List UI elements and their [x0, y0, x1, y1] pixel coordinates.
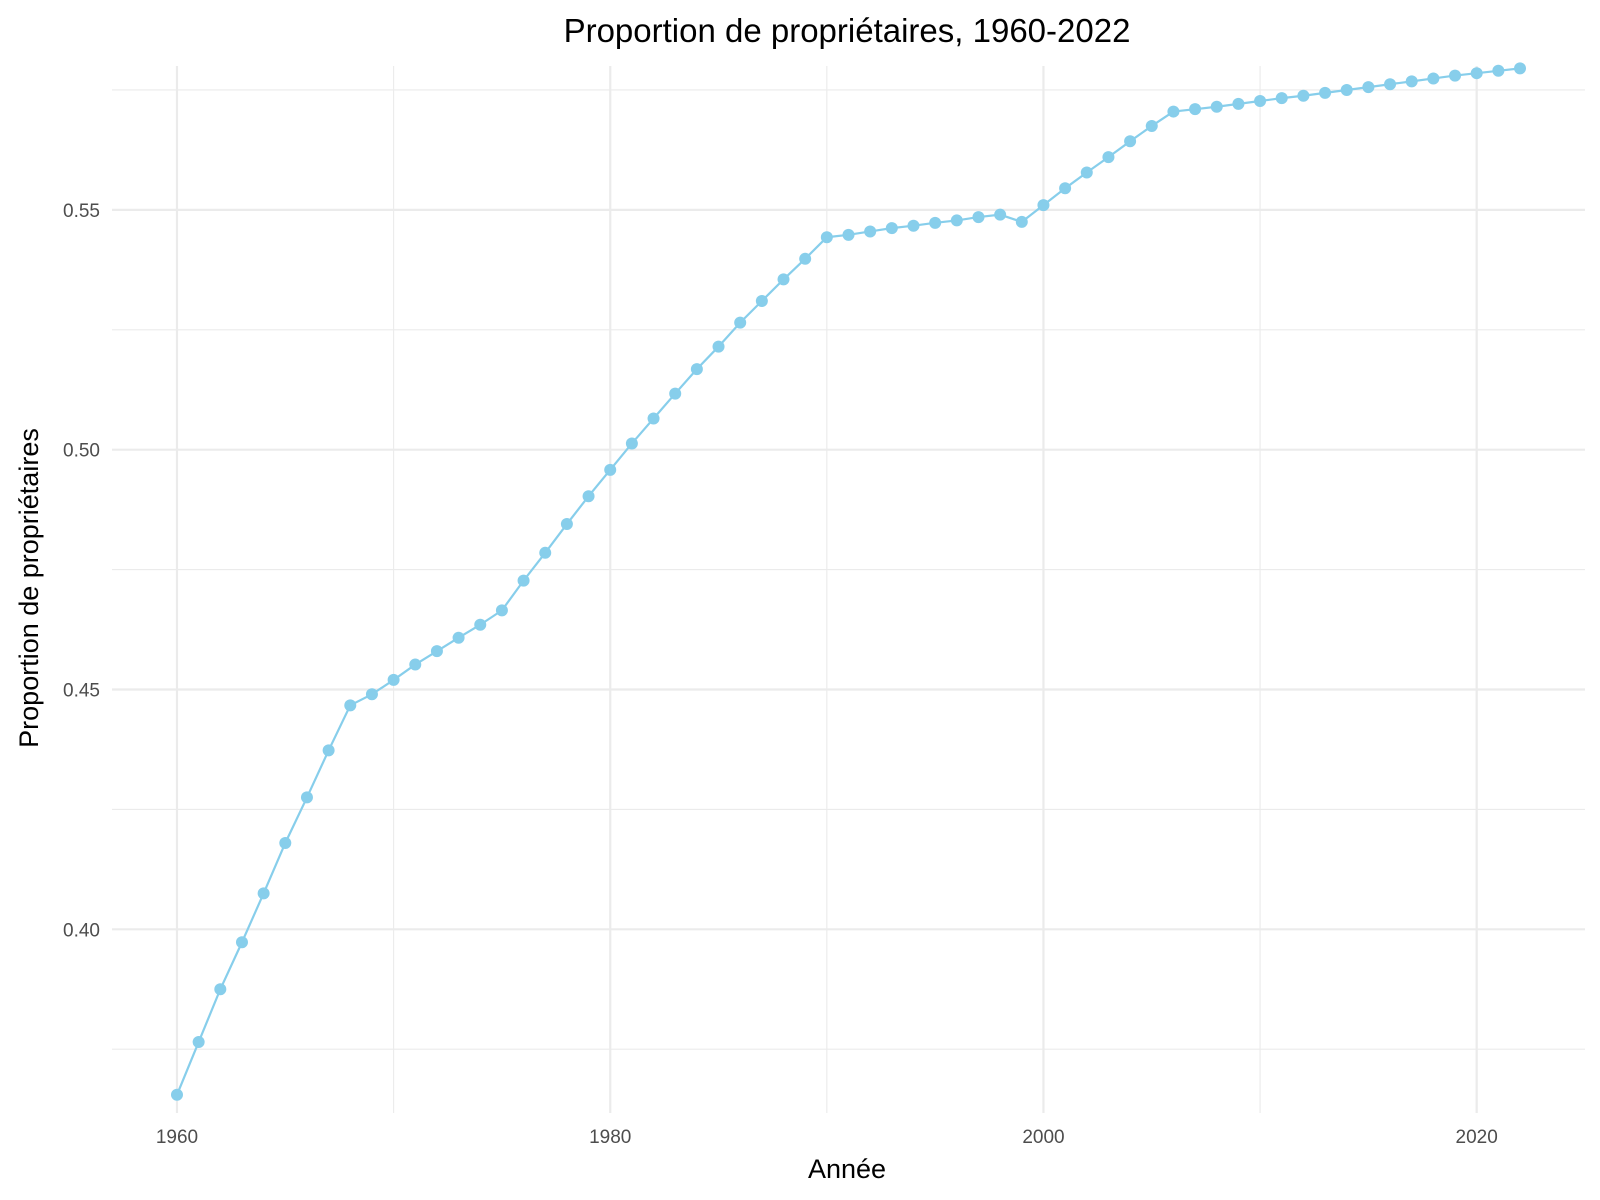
data-point — [170, 1088, 183, 1101]
data-point — [235, 936, 248, 949]
x-tick-label: 2020 — [1456, 1127, 1498, 1148]
y-tick-label: 0.50 — [63, 441, 100, 462]
data-point — [1362, 81, 1375, 94]
data-point — [300, 791, 313, 804]
data-point — [1427, 72, 1440, 85]
data-point — [1297, 89, 1310, 102]
data-point — [1080, 166, 1093, 179]
data-point — [929, 216, 942, 229]
data-point — [1145, 119, 1158, 132]
data-point — [1037, 199, 1050, 212]
data-point — [192, 1036, 205, 1049]
data-point — [344, 699, 357, 712]
data-point — [820, 231, 833, 244]
x-tick-label: 2000 — [1022, 1127, 1064, 1148]
data-point — [1232, 97, 1245, 110]
data-point — [755, 295, 768, 308]
data-point — [712, 340, 725, 353]
data-point — [539, 546, 552, 559]
data-point — [625, 437, 638, 450]
data-point — [214, 983, 227, 996]
data-point — [950, 214, 963, 227]
data-point — [1492, 64, 1505, 77]
data-point — [365, 688, 378, 701]
data-point — [1254, 95, 1267, 108]
data-point — [777, 273, 790, 286]
y-axis-ticks: 0.40 0.45 0.50 0.55 — [63, 201, 100, 941]
data-point — [582, 490, 595, 503]
data-point — [387, 673, 400, 686]
y-tick-label: 0.40 — [63, 920, 100, 941]
data-point — [1102, 151, 1115, 164]
data-point — [1514, 62, 1527, 75]
data-point — [430, 645, 443, 658]
data-point — [1124, 135, 1137, 148]
data-point — [972, 211, 985, 224]
data-point — [1210, 100, 1223, 113]
data-point — [994, 208, 1007, 221]
data-point — [409, 658, 422, 671]
data-point — [322, 744, 335, 757]
data-point — [1167, 105, 1180, 118]
data-point — [1275, 92, 1288, 105]
data-point — [257, 887, 270, 900]
data-point — [864, 225, 877, 238]
data-point — [452, 631, 465, 644]
series — [170, 62, 1527, 1101]
x-axis-ticks: 1960 1980 2000 2020 — [156, 1127, 1498, 1148]
data-point — [1189, 103, 1202, 116]
series-line — [175, 67, 1521, 1096]
data-point — [1015, 215, 1028, 228]
x-axis-title: Année — [808, 1154, 886, 1184]
y-tick-label: 0.55 — [63, 201, 100, 222]
data-point — [669, 387, 682, 400]
data-point — [560, 518, 573, 531]
data-point — [690, 363, 703, 376]
data-point — [1340, 83, 1353, 96]
x-tick-label: 1960 — [156, 1127, 198, 1148]
data-point — [647, 412, 660, 425]
data-point — [734, 316, 747, 329]
y-tick-label: 0.45 — [63, 680, 100, 701]
x-tick-label: 1980 — [589, 1127, 631, 1148]
data-point — [842, 228, 855, 241]
data-point — [1384, 78, 1397, 91]
y-axis-title: Proportion de propriétaires — [14, 428, 44, 748]
data-point — [1405, 75, 1418, 88]
data-point — [495, 604, 508, 617]
data-point — [1059, 182, 1072, 195]
data-point — [279, 836, 292, 849]
data-point — [885, 222, 898, 235]
data-point — [1470, 67, 1483, 80]
data-point — [1449, 69, 1462, 82]
data-point — [799, 252, 812, 265]
chart-title: Proportion de propriétaires, 1960-2022 — [564, 12, 1131, 49]
data-point — [907, 219, 920, 232]
data-point — [474, 618, 487, 631]
data-point — [1319, 86, 1332, 99]
data-point — [517, 574, 530, 587]
grid — [112, 66, 1585, 1113]
data-point — [604, 463, 617, 476]
